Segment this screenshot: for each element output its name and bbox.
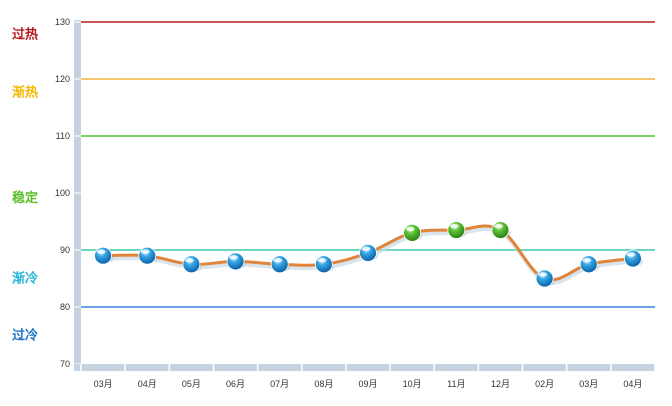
x-tick-label: 02月 <box>535 379 554 389</box>
data-point-highlight <box>317 258 327 263</box>
y-tick-label: 130 <box>55 17 70 27</box>
data-point-highlight <box>361 246 371 252</box>
data-point-highlight <box>538 272 548 277</box>
y-tick-label: 70 <box>60 359 70 369</box>
data-point <box>270 255 290 274</box>
y-axis: 70 80 90 100 110 120 130 <box>55 17 81 370</box>
data-points <box>94 221 643 288</box>
data-point-highlight <box>229 255 239 260</box>
x-tick-label: 09月 <box>358 379 377 389</box>
x-tick-label: 12月 <box>491 379 510 389</box>
data-point <box>359 243 378 262</box>
data-point <box>138 246 158 265</box>
x-tick-label: 04月 <box>138 379 157 389</box>
x-tick-label: 07月 <box>270 379 289 389</box>
data-point <box>314 255 334 274</box>
x-tick-label: 04月 <box>623 379 642 389</box>
y-axis-band <box>74 20 81 370</box>
data-point <box>491 221 511 239</box>
x-tick-label: 11月 <box>447 379 465 389</box>
zone-label: 过冷 <box>12 327 38 343</box>
data-point <box>403 223 423 242</box>
x-tick-label: 06月 <box>226 379 245 389</box>
y-tick-label: 80 <box>60 302 70 312</box>
data-point <box>182 255 202 274</box>
zone-label: 稳定 <box>12 190 38 206</box>
zone-label: 渐热 <box>12 85 38 101</box>
x-tick-label: 08月 <box>314 379 333 389</box>
data-point-highlight <box>273 258 283 263</box>
x-axis: 03月 04月 05月 06月 07月 08月 09月 10月 11月 12月 02月 03月 04月 <box>74 364 656 389</box>
zone-label: 过热 <box>12 26 38 42</box>
data-point <box>447 221 467 239</box>
x-tick-label: 05月 <box>182 379 201 389</box>
data-point-highlight <box>405 226 415 232</box>
data-point-highlight <box>96 249 106 254</box>
y-tick-label: 90 <box>60 245 70 255</box>
y-tick-label: 120 <box>55 74 70 84</box>
data-point-highlight <box>582 258 592 263</box>
data-point <box>94 246 114 265</box>
x-tick-label: 10月 <box>403 379 422 389</box>
y-tick-label: 110 <box>56 131 70 141</box>
data-point <box>579 255 599 274</box>
data-point-highlight <box>626 252 636 257</box>
data-point <box>226 252 246 271</box>
x-tick-label: 03月 <box>579 379 598 389</box>
x-tick-label: 03月 <box>94 379 113 389</box>
data-point <box>624 249 643 268</box>
data-point-highlight <box>140 249 150 254</box>
data-point-highlight <box>493 223 503 229</box>
data-point-highlight <box>184 258 194 263</box>
zone-label: 渐冷 <box>12 270 38 286</box>
y-tick-label: 100 <box>55 188 70 198</box>
x-axis-band <box>74 364 655 371</box>
data-point <box>535 269 555 288</box>
data-point-highlight <box>449 223 459 229</box>
